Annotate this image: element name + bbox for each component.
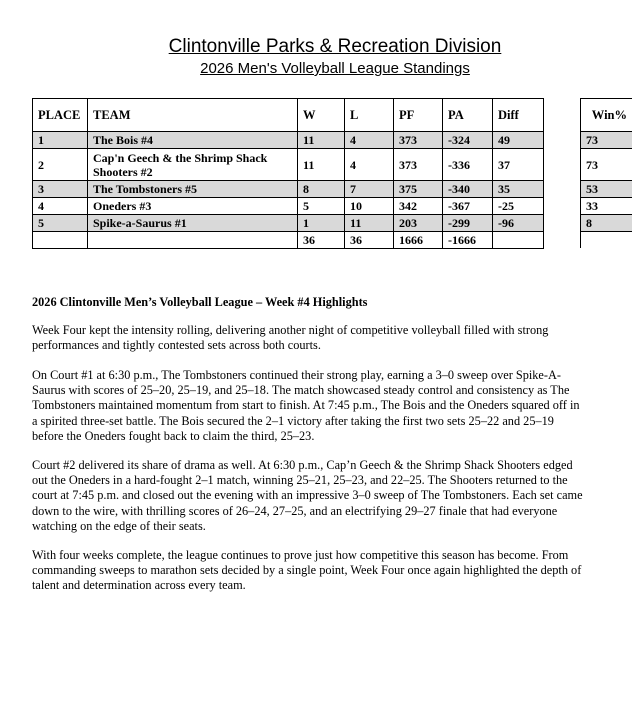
paragraph-line: Tombstoners maintained momentum from sta… bbox=[32, 398, 580, 413]
cell: -336 bbox=[442, 148, 493, 181]
paragraph-line: talent and determination across every te… bbox=[32, 578, 246, 593]
table-row: 33 bbox=[580, 197, 632, 215]
table-row: 4 Oneders #3 5 10 342 -367 -25 bbox=[32, 197, 544, 215]
win-cell: 73 bbox=[580, 131, 632, 149]
table-row: 3 The Tombstoners #5 8 7 375 -340 35 bbox=[32, 180, 544, 198]
page-title: Clintonville Parks & Recreation Division bbox=[168, 36, 502, 57]
paragraph-line: Saurus with scores of 25–20, 25–19, and … bbox=[32, 383, 570, 398]
cell: 10 bbox=[344, 197, 394, 215]
cell: -1666 bbox=[442, 231, 493, 249]
article-paragraph: On Court #1 at 6:30 p.m., The Tombstoner… bbox=[32, 368, 580, 444]
cell: PA bbox=[442, 98, 493, 132]
paragraph-line: out the Oneders in a hard-fought 2–1 mat… bbox=[32, 473, 568, 488]
cell: 4 bbox=[344, 148, 394, 181]
paragraph-line: Court #2 delivered its share of drama as… bbox=[32, 458, 573, 472]
cell: Spike-a-Saurus #1 bbox=[87, 214, 298, 232]
cell: 1666 bbox=[393, 231, 443, 249]
win-header: Win% bbox=[580, 98, 632, 132]
cell: W bbox=[297, 98, 345, 132]
totals-row: 36 36 1666 -1666 bbox=[32, 231, 544, 249]
win-cell: 73 bbox=[580, 148, 632, 181]
cell: 8 bbox=[297, 180, 345, 198]
win-cell: 33 bbox=[580, 197, 632, 215]
win-total-cell bbox=[580, 231, 632, 248]
cell: 4 bbox=[344, 131, 394, 149]
paragraph-line: commanding sweeps to marathon sets decid… bbox=[32, 563, 582, 578]
cell: 49 bbox=[492, 131, 544, 149]
cell: -96 bbox=[492, 214, 544, 232]
paragraph-line: performances and tightly contested sets … bbox=[32, 338, 321, 353]
cell: 1 bbox=[297, 214, 345, 232]
cell: Oneders #3 bbox=[87, 197, 298, 215]
cell: 4 bbox=[32, 197, 88, 215]
cell: -367 bbox=[442, 197, 493, 215]
cell: -340 bbox=[442, 180, 493, 198]
cell: 5 bbox=[297, 197, 345, 215]
cell: 373 bbox=[393, 131, 443, 149]
article-paragraph: Week Four kept the intensity rolling, de… bbox=[32, 323, 548, 353]
cell: TEAM bbox=[87, 98, 298, 132]
cell: 35 bbox=[492, 180, 544, 198]
paragraph-line: On Court #1 at 6:30 p.m., The Tombstoner… bbox=[32, 368, 561, 382]
cell: -324 bbox=[442, 131, 493, 149]
cell: 342 bbox=[393, 197, 443, 215]
win-percentage-table: Win% 73 73 53 33 8 bbox=[580, 98, 632, 248]
paragraph-line: court at 7:45 p.m. and closed out the ev… bbox=[32, 488, 583, 503]
cell: -299 bbox=[442, 214, 493, 232]
article-paragraph: With four weeks complete, the league con… bbox=[32, 548, 581, 594]
table-header-row: PLACE TEAM W L PF PA Diff bbox=[32, 98, 544, 132]
table-row: 8 bbox=[580, 214, 632, 232]
paragraph-line: Week Four kept the intensity rolling, de… bbox=[32, 323, 549, 337]
cell: 7 bbox=[344, 180, 394, 198]
page-subtitle: 2026 Men's Volleyball League Standings bbox=[200, 60, 470, 77]
cell: 375 bbox=[393, 180, 443, 198]
cell: 11 bbox=[344, 214, 394, 232]
paragraph-line: down to the wire, with thrilling scores … bbox=[32, 503, 558, 518]
cell: 1 bbox=[32, 131, 88, 149]
cell: 36 bbox=[344, 231, 394, 249]
table-row: 53 bbox=[580, 180, 632, 198]
cell: 2 bbox=[32, 148, 88, 181]
cell: L bbox=[344, 98, 394, 132]
table-row: 1 The Bois #4 11 4 373 -324 49 bbox=[32, 131, 544, 149]
cell: PF bbox=[393, 98, 443, 132]
article-heading: 2026 Clintonville Men’s Volleyball Leagu… bbox=[32, 295, 368, 309]
cell: 5 bbox=[32, 214, 88, 232]
cell: Diff bbox=[492, 98, 544, 132]
cell: PLACE bbox=[32, 98, 88, 132]
cell: 203 bbox=[393, 214, 443, 232]
cell: 37 bbox=[492, 148, 544, 181]
cell: The Bois #4 bbox=[87, 131, 298, 149]
cell bbox=[492, 231, 544, 249]
cell: 373 bbox=[393, 148, 443, 181]
cell: 3 bbox=[32, 180, 88, 198]
table-row: 73 bbox=[580, 131, 632, 149]
cell: 36 bbox=[297, 231, 345, 249]
cell: 11 bbox=[297, 148, 345, 181]
standings-table: PLACE TEAM W L PF PA Diff 1 The Bois #4 11 4 373 -32… bbox=[32, 98, 544, 249]
article-paragraph: Court #2 delivered its share of drama as… bbox=[32, 458, 583, 534]
cell bbox=[87, 231, 298, 249]
cell: Cap'n Geech & the Shrimp Shack Shooters … bbox=[87, 148, 298, 181]
table-row: 2 Cap'n Geech & the Shrimp Shack Shooters… bbox=[32, 148, 544, 181]
paragraph-line: before the Oneders fought back to claim … bbox=[32, 428, 315, 443]
paragraph-line: With four weeks complete, the league con… bbox=[32, 548, 569, 562]
cell: -25 bbox=[492, 197, 544, 215]
paragraph-line: a spirited three-set battle. The Bois se… bbox=[32, 413, 554, 428]
cell bbox=[32, 231, 88, 249]
table-row: 5 Spike-a-Saurus #1 1 11 203 -299 -96 bbox=[32, 214, 544, 232]
paragraph-line: watching on the edge of their seats. bbox=[32, 518, 206, 533]
win-cell: 53 bbox=[580, 180, 632, 198]
table-row: 73 bbox=[580, 148, 632, 181]
win-cell: 8 bbox=[580, 214, 632, 232]
cell: 11 bbox=[297, 131, 345, 149]
cell: The Tombstoners #5 bbox=[87, 180, 298, 198]
